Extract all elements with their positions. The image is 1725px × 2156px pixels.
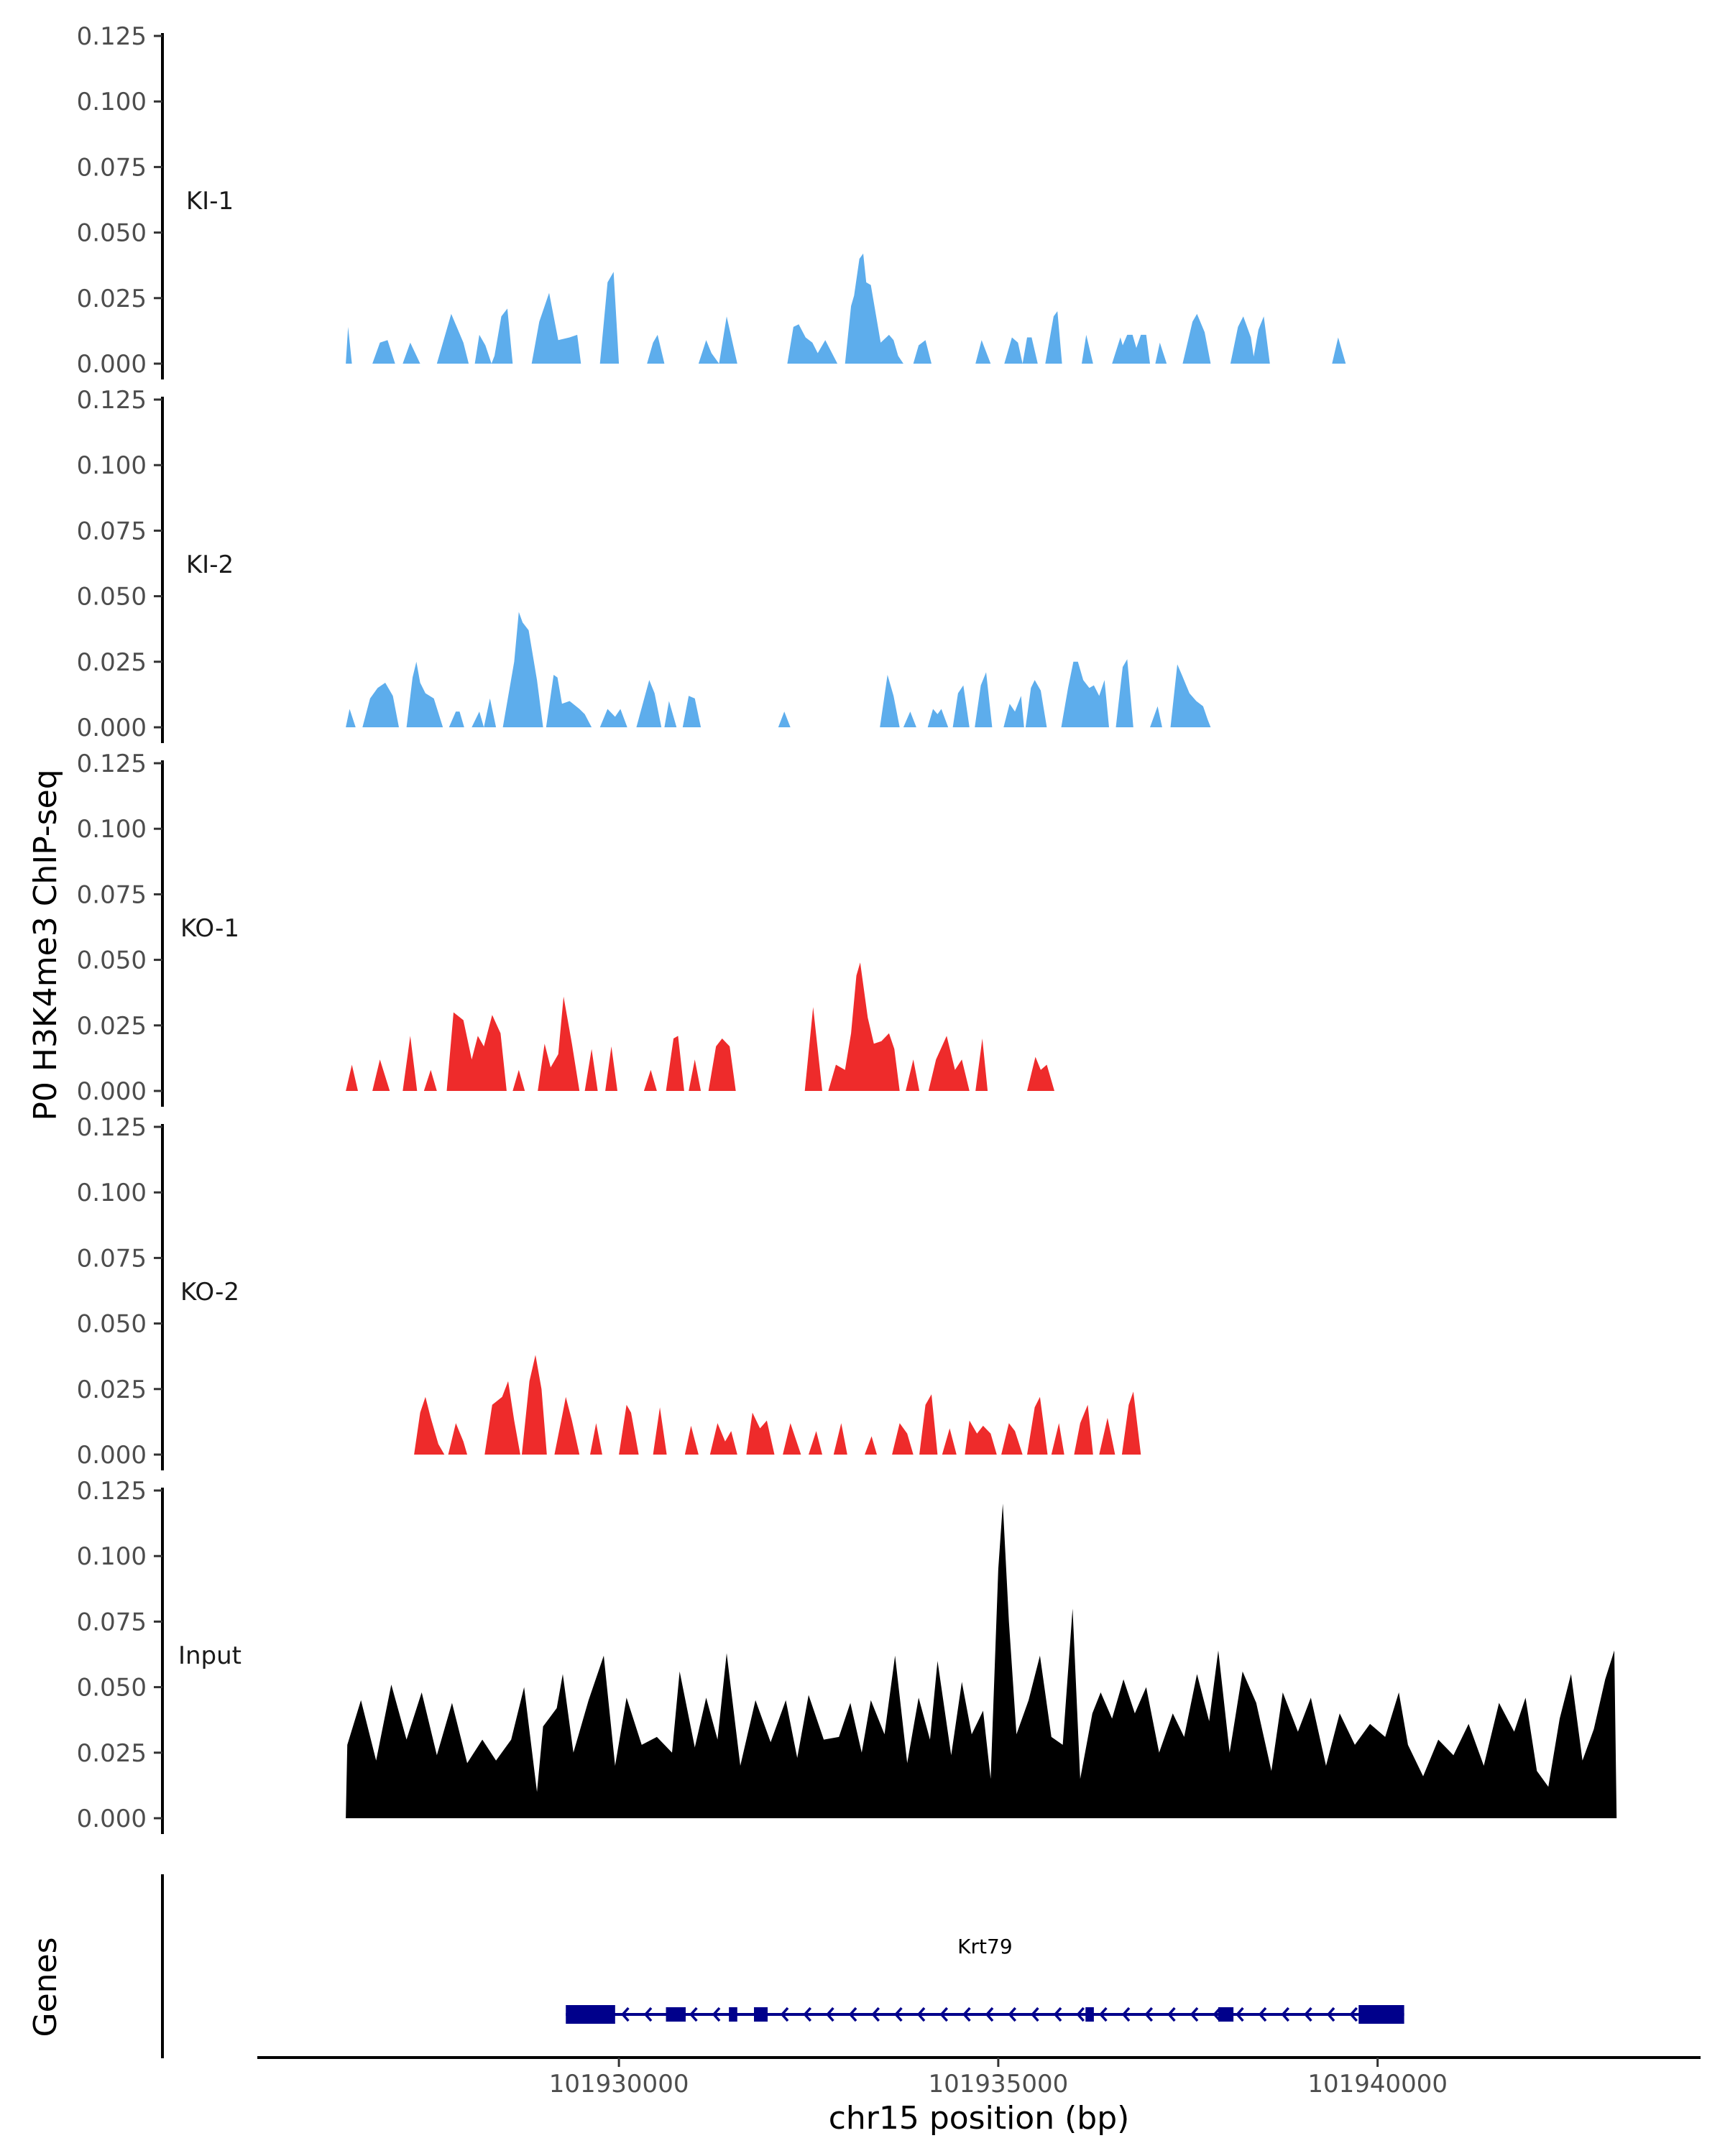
strand-arrow (803, 2007, 812, 2022)
x-tick-label: 101935000 (929, 2070, 1069, 2099)
y-tick-label: 0.025 (77, 285, 147, 313)
strand-arrow (1326, 2007, 1335, 2022)
strand-arrow (871, 2007, 880, 2022)
x-tick-label: 101930000 (549, 2070, 689, 2099)
signal-area-input (346, 1503, 1617, 1818)
strand-arrow (643, 2007, 653, 2022)
signal-area-ki-2 (346, 612, 1211, 727)
x-axis: 101930000 101935000 101940000 (257, 2056, 1701, 2099)
strand-arrow (848, 2007, 857, 2022)
gene-name-label: Krt79 (957, 1935, 1012, 1958)
track-label-ki-1: KI-1 (186, 187, 234, 216)
strand-arrow (621, 2007, 630, 2022)
strand-arrow (1144, 2007, 1154, 2022)
y-tick-label: 0.100 (77, 1542, 147, 1571)
y-tick-label: 0.000 (77, 714, 147, 742)
y-axis-title: P0 H3K4me3 ChIP-seq (27, 769, 64, 1120)
gene-exon (666, 2007, 686, 2022)
strand-arrow (939, 2007, 949, 2022)
y-tick-label: 0.025 (77, 1376, 147, 1404)
y-tick-label: 0.050 (77, 1674, 147, 1703)
strand-arrow (985, 2007, 994, 2022)
strand-arrow (916, 2007, 926, 2022)
strand-arrow (780, 2007, 789, 2022)
strand-arrow (1121, 2007, 1131, 2022)
y-tick-label: 0.000 (77, 1805, 147, 1833)
track-ko-1: 0.000 0.025 0.050 0.075 0.100 0.125 KO-1 (77, 750, 1055, 1107)
y-tick-label: 0.075 (77, 880, 147, 909)
signal-area-ki-1 (346, 253, 1346, 364)
track-label-ko-1: KO-1 (180, 914, 239, 943)
track-label-ki-2: KI-2 (186, 550, 234, 579)
gene-exon (1085, 2007, 1094, 2022)
strand-arrow (1281, 2007, 1290, 2022)
y-tick-label: 0.000 (77, 1441, 147, 1470)
strand-arrow (1236, 2007, 1244, 2022)
gene-exon (754, 2007, 768, 2022)
strand-arrow (1031, 2007, 1039, 2022)
y-tick-label: 0.075 (77, 1608, 147, 1636)
x-axis-title: chr15 position (bp) (829, 2100, 1130, 2137)
gene-exon (1218, 2007, 1234, 2022)
gene-track: Krt79 (161, 1874, 1404, 2058)
strand-arrow (712, 2007, 721, 2022)
y-tick-label: 0.025 (77, 648, 147, 677)
x-tick-label: 101940000 (1307, 2070, 1448, 2099)
y-tick-label: 0.050 (77, 1310, 147, 1339)
track-label-ko-2: KO-2 (180, 1278, 239, 1307)
y-tick-label: 0.125 (77, 1113, 147, 1142)
strand-arrow (826, 2007, 834, 2022)
y-tick-label: 0.050 (77, 583, 147, 612)
y-tick-label: 0.125 (77, 1477, 147, 1506)
track-input: 0.000 0.025 0.050 0.075 0.100 0.125 Input (77, 1477, 1617, 1834)
strand-arrow (1190, 2007, 1199, 2022)
y-tick-label: 0.000 (77, 350, 147, 379)
strand-arrow (1099, 2007, 1108, 2022)
strand-arrow (689, 2007, 698, 2022)
y-tick-label: 0.100 (77, 88, 147, 116)
gene-exon (1358, 2005, 1404, 2024)
y-tick-label: 0.025 (77, 1012, 147, 1041)
track-label-input: Input (178, 1641, 242, 1670)
genes-axis-title: Genes (27, 1937, 64, 2037)
y-tick-label: 0.100 (77, 1179, 147, 1207)
gene-exon (729, 2007, 737, 2022)
strand-arrow (1008, 2007, 1017, 2022)
signal-area-ko-2 (414, 1355, 1141, 1455)
track-ki-2: 0.000 0.025 0.050 0.075 0.100 0.125 KI-2 (77, 386, 1211, 743)
signal-tracks: 0.0000.0250.0500.0750.1000.125KI-10.0000… (77, 22, 1617, 1834)
strand-arrow (962, 2007, 971, 2022)
track-ko-2: 0.000 0.025 0.050 0.075 0.100 0.125 KO-2 (77, 1113, 1141, 1470)
signal-area-ko-1 (346, 962, 1055, 1091)
y-tick-label: 0.075 (77, 517, 147, 545)
y-tick-label: 0.050 (77, 946, 147, 975)
strand-arrow (1304, 2007, 1312, 2022)
y-tick-label: 0.125 (77, 386, 147, 415)
strand-arrow (1349, 2007, 1358, 2022)
strand-arrow (1053, 2007, 1062, 2022)
y-tick-label: 0.125 (77, 22, 147, 51)
strand-arrow (1076, 2007, 1085, 2022)
strand-arrow (1258, 2007, 1267, 2022)
y-tick-label: 0.100 (77, 815, 147, 844)
y-tick-label: 0.050 (77, 219, 147, 248)
track-ki-1: 0.000 0.025 0.050 0.075 0.100 0.125 KI-1 (77, 22, 1346, 379)
strand-arrow (894, 2007, 903, 2022)
y-tick-label: 0.025 (77, 1739, 147, 1768)
y-tick-label: 0.075 (77, 1244, 147, 1273)
y-tick-label: 0.100 (77, 451, 147, 480)
y-tick-label: 0.000 (77, 1077, 147, 1106)
gene-exon (566, 2005, 615, 2024)
strand-arrow (1167, 2007, 1176, 2022)
y-tick-label: 0.075 (77, 153, 147, 182)
y-tick-label: 0.125 (77, 750, 147, 778)
